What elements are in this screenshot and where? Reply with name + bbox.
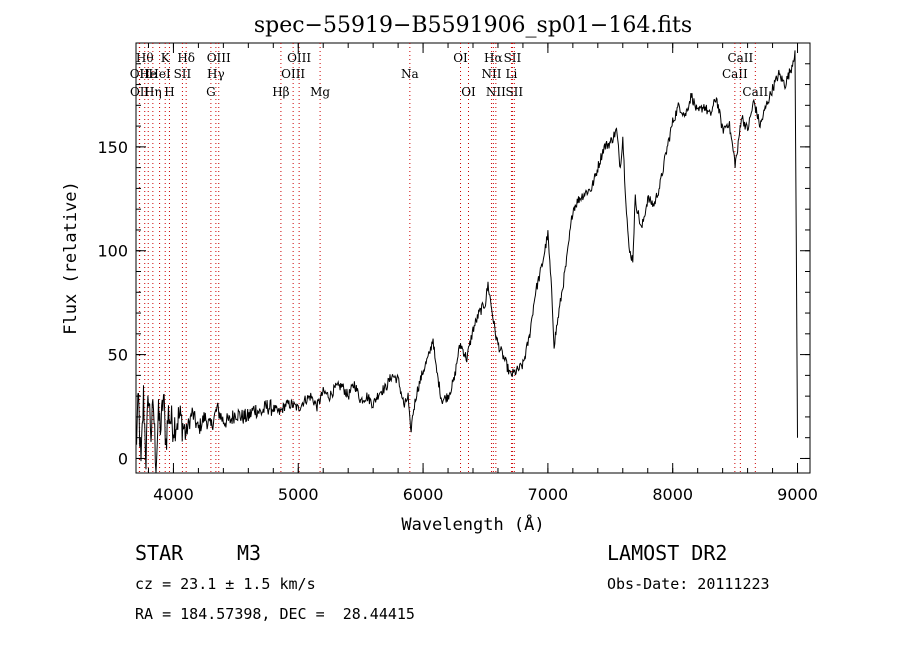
- x-tick-label: 4000: [153, 485, 194, 504]
- line-label: Li: [506, 67, 518, 81]
- line-label: OIII: [287, 51, 311, 65]
- y-tick-label: 100: [97, 242, 128, 261]
- y-tick-label: 50: [108, 346, 128, 365]
- line-label: OII: [130, 67, 150, 81]
- line-label: K: [161, 51, 171, 65]
- line-label: CaII: [727, 51, 753, 65]
- line-label: CaII: [722, 67, 748, 81]
- line-label: SII: [504, 51, 522, 65]
- x-tick-label: 8000: [652, 485, 693, 504]
- y-tick-label: 150: [97, 138, 128, 157]
- line-label: Hβ: [272, 85, 289, 99]
- y-axis-label: Flux (relative): [61, 181, 81, 335]
- x-tick-label: 6000: [403, 485, 444, 504]
- line-label: H: [164, 85, 174, 99]
- redshift-text: cz = 23.1 ± 1.5 km/s: [135, 575, 316, 593]
- line-label: Hα: [484, 51, 503, 65]
- line-label: CaII: [742, 85, 768, 99]
- line-label: G: [206, 85, 216, 99]
- line-label: OIII: [281, 67, 305, 81]
- line-label: OI: [461, 85, 476, 99]
- x-tick-label: 7000: [528, 485, 569, 504]
- line-label: HeI: [148, 67, 171, 81]
- coordinates: RA = 184.57398, DEC = 28.44415: [135, 605, 415, 623]
- line-label: Hθ: [136, 51, 154, 65]
- line-label: Na: [401, 67, 419, 81]
- line-label: Mg: [310, 85, 330, 99]
- line-label: NII: [486, 85, 506, 99]
- line-label: SII: [505, 85, 523, 99]
- object-subclass: M3: [237, 541, 262, 565]
- plot-frame: [135, 42, 811, 474]
- chart-title: spec−55919−B5591906_sp01−164.fits: [254, 13, 692, 38]
- line-label: SII: [174, 67, 192, 81]
- line-label: OIII: [207, 51, 231, 65]
- y-tick-label: 0: [118, 449, 128, 468]
- x-tick-label: 5000: [278, 485, 319, 504]
- line-label: Hδ: [177, 51, 195, 65]
- line-label: NII: [481, 67, 501, 81]
- obs-date: Obs-Date: 20111223: [607, 575, 770, 593]
- survey-name: LAMOST DR2: [607, 541, 728, 565]
- line-label: OI: [453, 51, 468, 65]
- object-class: STAR: [135, 541, 184, 565]
- spectrum-line: [135, 50, 798, 474]
- x-tick-label: 9000: [777, 485, 818, 504]
- line-label: He: [139, 67, 157, 81]
- line-label: Hη: [144, 85, 162, 99]
- x-axis-label: Wavelength (Å): [401, 513, 544, 535]
- line-label: Hγ: [207, 67, 225, 81]
